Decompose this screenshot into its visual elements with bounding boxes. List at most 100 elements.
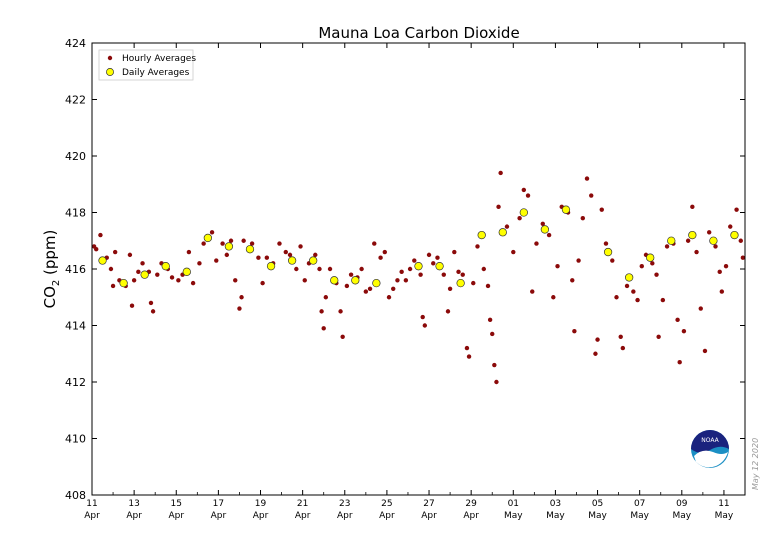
hourly-point [422, 323, 428, 328]
x-tick-day: 23 [339, 499, 350, 509]
hourly-point [618, 334, 623, 339]
y-axis: 408 410 412 414 416 418 420 422 424 [65, 37, 745, 502]
daily-point [519, 208, 528, 217]
x-tick-day: 01 [508, 499, 519, 509]
legend-daily-marker [106, 68, 114, 76]
hourly-point [631, 289, 636, 294]
x-tick-day: 29 [465, 499, 477, 509]
x-tick-month: Apr [421, 511, 437, 521]
hourly-point [738, 238, 743, 243]
hourly-point [197, 261, 202, 266]
date-stamp: May 12 2020 [751, 438, 760, 490]
hourly-point [378, 255, 383, 260]
hourly-point [98, 232, 103, 238]
hourly-point [624, 283, 630, 289]
daily-point [624, 273, 634, 282]
hourly-point [302, 278, 307, 283]
hourly-point [327, 266, 333, 272]
hourly-point [321, 326, 326, 331]
hourly-point [277, 241, 282, 246]
hourly-point [209, 230, 215, 235]
hourly-point [418, 272, 423, 277]
hourly-point [570, 278, 575, 283]
y-tick-label: 414 [65, 320, 86, 333]
x-tick-month: Apr [463, 511, 479, 521]
hourly-point [348, 272, 354, 277]
hourly-point [298, 244, 303, 249]
hourly-point [249, 241, 255, 246]
x-tick-month: Apr [379, 511, 395, 521]
x-tick-day: 27 [423, 499, 434, 509]
hourly-point [481, 266, 486, 272]
hourly-point [540, 221, 545, 226]
x-tick-day: 13 [128, 499, 139, 509]
y-tick-label: 416 [65, 263, 86, 276]
daily-point [477, 230, 486, 240]
x-tick-month: May [673, 511, 692, 521]
hourly-point [201, 241, 206, 246]
hourly-point [294, 266, 299, 272]
legend-hourly-marker [107, 55, 113, 61]
x-tick-month: Apr [168, 511, 184, 521]
daily-series [98, 205, 739, 288]
x-tick-day: 07 [634, 499, 645, 509]
hourly-point [734, 207, 739, 212]
hourly-point [338, 309, 343, 314]
hourly-point [112, 249, 118, 255]
daily-point [351, 276, 360, 285]
hourly-point [372, 241, 377, 246]
hourly-point [690, 204, 695, 210]
daily-point [372, 278, 381, 288]
hourly-point [675, 317, 680, 323]
hourly-point [677, 360, 682, 365]
noaa-logo-icon: NOAA [691, 430, 729, 468]
hourly-point [534, 241, 539, 246]
hourly-point [593, 351, 598, 356]
hourly-point [517, 215, 522, 221]
hourly-point [728, 224, 733, 229]
hourly-point [110, 283, 116, 289]
hourly-point [94, 247, 99, 252]
hourly-point [576, 258, 581, 263]
x-tick-month: May [546, 511, 565, 521]
hourly-point [228, 238, 234, 243]
daily-point [161, 262, 170, 271]
hourly-point [654, 272, 659, 277]
hourly-point [150, 309, 156, 314]
hourly-point [603, 241, 609, 246]
daily-point [224, 242, 234, 251]
hourly-point [702, 348, 708, 354]
hourly-point [319, 309, 324, 314]
hourly-series [91, 170, 746, 385]
hourly-point [464, 345, 470, 351]
hourly-point [494, 379, 499, 385]
hourly-point [407, 266, 413, 272]
hourly-point [340, 334, 345, 339]
hourly-point [681, 328, 687, 334]
y-tick-label: 412 [65, 376, 86, 389]
y-tick-label: 410 [65, 433, 86, 446]
hourly-point [239, 295, 244, 300]
hourly-point [363, 289, 369, 294]
hourly-point [155, 272, 160, 277]
hourly-point [220, 241, 225, 246]
hourly-point [610, 258, 615, 263]
hourly-point [412, 258, 417, 263]
hourly-point [595, 337, 600, 342]
hourly-point [656, 334, 661, 339]
hourly-point [233, 278, 238, 283]
hourly-point [237, 306, 242, 311]
hourly-point [530, 289, 535, 294]
daily-point [182, 267, 191, 276]
daily-point [435, 262, 444, 271]
x-tick-month: May [715, 511, 734, 521]
x-tick-month: Apr [126, 511, 142, 521]
x-tick-day: 11 [718, 499, 729, 509]
hourly-point [367, 286, 373, 291]
hourly-point [283, 249, 288, 255]
hourly-point [403, 278, 409, 283]
hourly-point [264, 255, 270, 260]
y-tick-label: 420 [65, 150, 86, 163]
daily-point [414, 262, 423, 271]
x-tick-month: Apr [337, 511, 353, 521]
